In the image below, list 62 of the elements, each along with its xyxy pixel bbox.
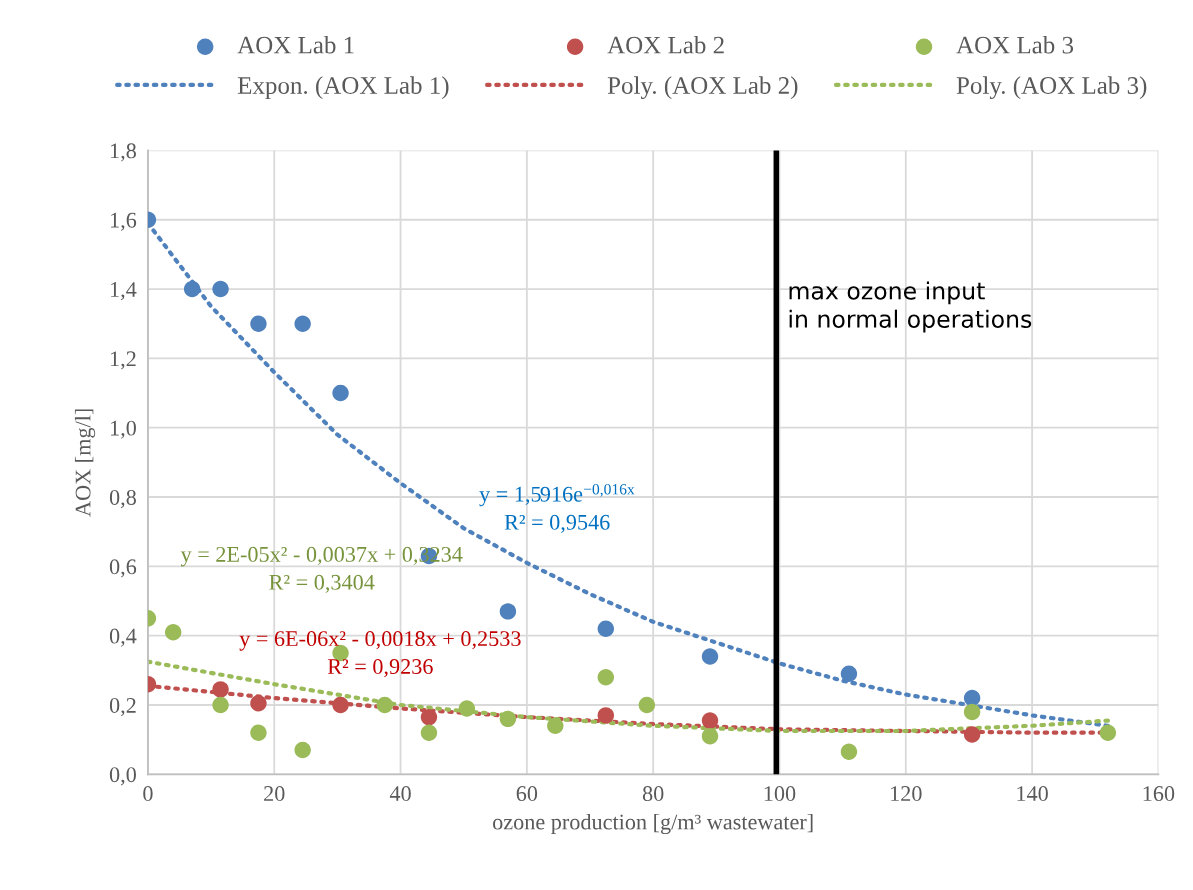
x-axis-title: ozone production [g/m³ wastewater] <box>493 813 813 835</box>
point <box>963 689 981 707</box>
point <box>250 695 267 712</box>
point <box>458 700 476 717</box>
point <box>963 726 981 743</box>
point <box>332 384 349 402</box>
annotation: y = 1,5916e$^{−0,016x}$ R² = 0,9546 <box>479 483 635 533</box>
y-tick-label: 0,6 <box>109 559 137 578</box>
point <box>250 724 267 741</box>
point <box>212 280 229 298</box>
point <box>701 712 719 729</box>
point <box>164 623 182 641</box>
point <box>332 696 349 714</box>
y-tick-label: 0,4 <box>109 628 137 647</box>
x-tick-label: 60 <box>516 786 538 802</box>
x-tick-label: 160 <box>1143 786 1175 802</box>
point <box>499 710 517 728</box>
ref-line-label: max ozone input in normal operations <box>789 281 1032 333</box>
y-tick-label: 1,0 <box>111 420 136 439</box>
point <box>212 681 229 698</box>
x-tick-label: 100 <box>764 786 796 802</box>
point <box>499 603 517 620</box>
y-tick-label: 0,2 <box>109 697 136 717</box>
point <box>597 669 615 686</box>
point <box>963 703 981 721</box>
y-tick-label: 1,4 <box>111 282 137 301</box>
x-tick-label: 120 <box>891 786 922 802</box>
y-tick-label: 0,0 <box>109 767 136 786</box>
legend-label: Expon. (AOX Lab 1) <box>237 76 449 99</box>
point <box>212 696 229 714</box>
point <box>840 743 858 760</box>
point <box>294 741 311 759</box>
point <box>250 315 267 332</box>
x-tick-label: 0 <box>143 786 153 802</box>
point <box>701 727 719 745</box>
point <box>376 696 393 714</box>
y-tick-label: 1,8 <box>111 143 136 162</box>
point <box>420 708 438 726</box>
annotation: y = 6E-06x² - 0,0018x + 0,2533 R² = 0,9236 <box>239 631 521 678</box>
x-tick-label: 140 <box>1017 786 1048 802</box>
point <box>840 665 858 682</box>
y-tick-label: 1,6 <box>111 212 137 231</box>
legend-label: Poly. (AOX Lab 2) <box>607 76 798 100</box>
x-tick-label: 20 <box>264 786 285 802</box>
point <box>1099 724 1117 741</box>
x-tick-label: 80 <box>642 786 664 802</box>
point <box>597 707 615 724</box>
y-axis-title: AOX [mg/l] <box>74 409 96 517</box>
point <box>420 724 438 741</box>
x-tick-label: 40 <box>389 786 411 802</box>
point <box>183 280 201 298</box>
point <box>597 620 615 637</box>
legend-label: AOX Lab 3 <box>956 36 1074 54</box>
y-tick-label: 0,8 <box>109 489 136 509</box>
point <box>547 717 564 734</box>
point <box>294 315 311 332</box>
point <box>638 696 656 714</box>
legend-label: Poly. (AOX Lab 3) <box>956 76 1147 100</box>
point <box>701 648 719 665</box>
legend-label: AOX Lab 1 <box>237 36 354 54</box>
legend-label: AOX Lab 2 <box>607 36 724 54</box>
y-tick-label: 1,2 <box>111 351 136 370</box>
